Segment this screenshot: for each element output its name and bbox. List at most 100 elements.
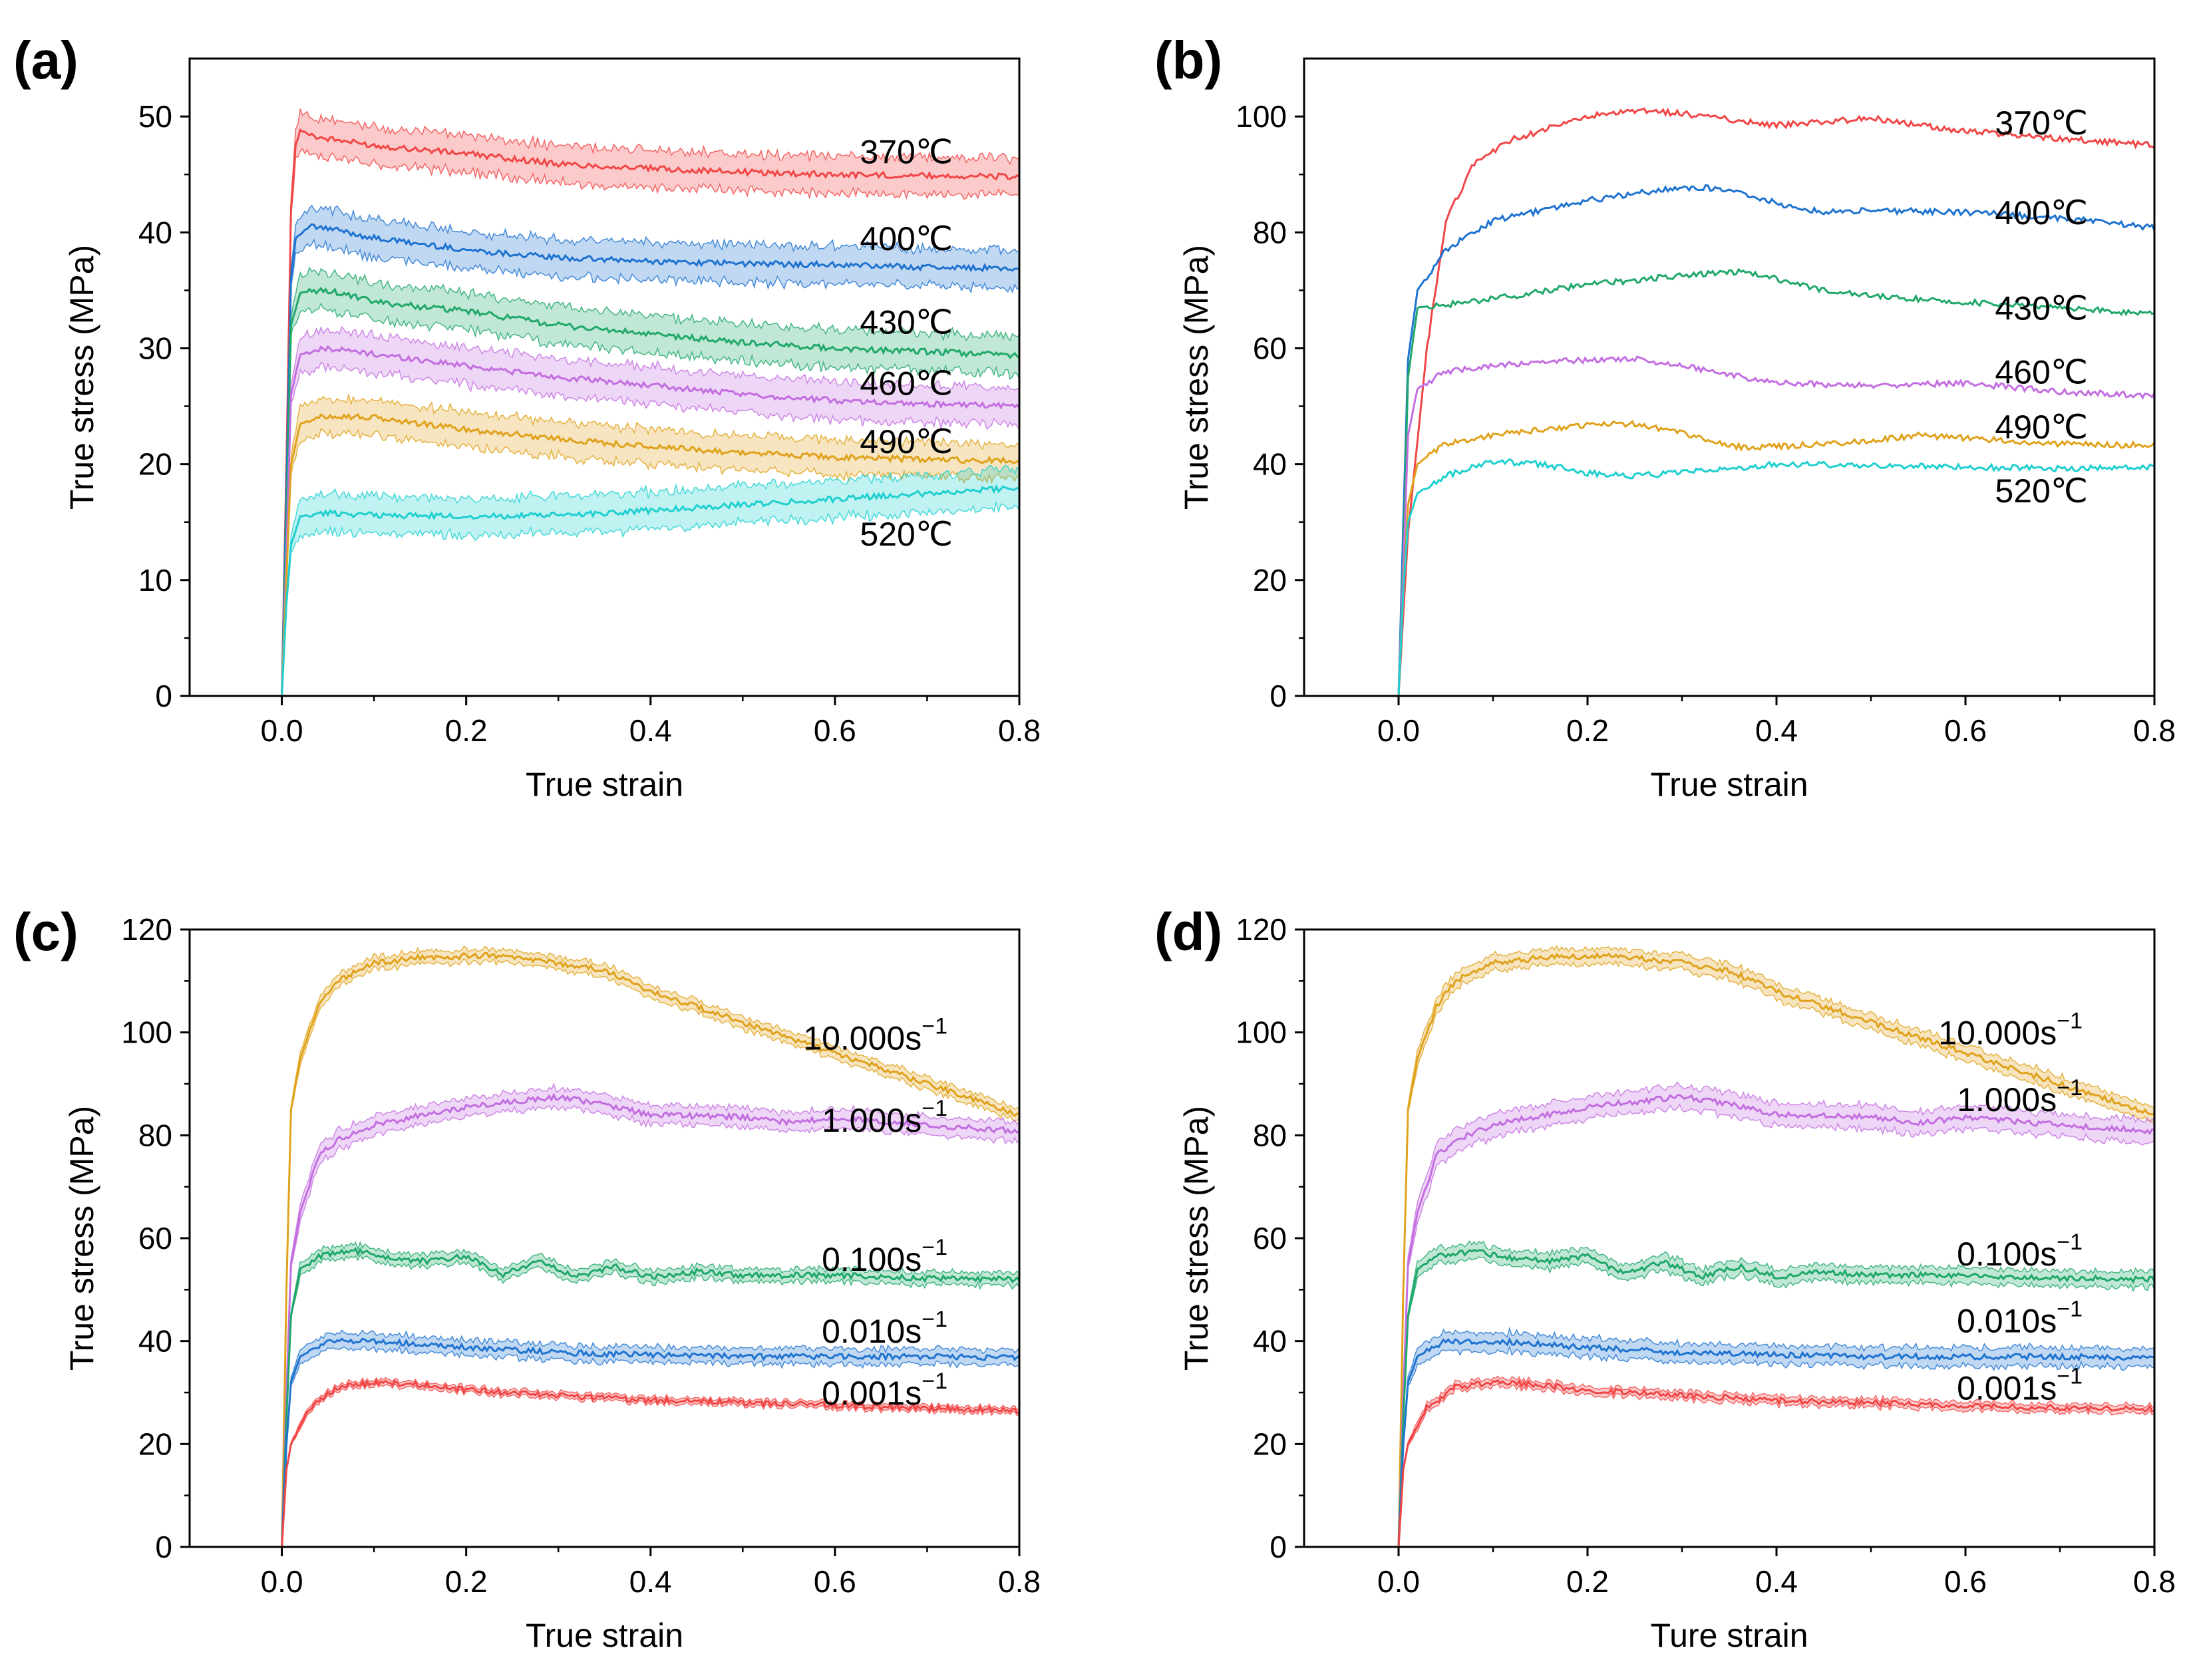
series-band-lower xyxy=(281,1345,1019,1547)
series-line xyxy=(1397,419,2154,696)
series-label: 490℃ xyxy=(1995,409,2088,446)
plot-frame xyxy=(188,57,1021,697)
y-tick-label: 80 xyxy=(1253,215,1287,250)
series-band-lower xyxy=(281,957,1019,1547)
series-label: 520℃ xyxy=(1995,472,2088,510)
series-label: 400℃ xyxy=(860,220,953,257)
y-tick-label: 120 xyxy=(1236,912,1287,947)
series-band-upper xyxy=(281,108,1019,696)
series-band-upper xyxy=(1398,1327,2154,1547)
x-tick-label: 0.8 xyxy=(2133,1564,2176,1599)
series-band-lower xyxy=(1398,1383,2154,1547)
y-tick-label: 100 xyxy=(1236,1015,1287,1050)
series-line xyxy=(281,1337,1019,1547)
x-tick-label: 0.2 xyxy=(445,1564,488,1599)
x-tick-label: 0.4 xyxy=(629,713,672,748)
series-label: 10.000s−1 xyxy=(803,1013,947,1057)
series-line xyxy=(281,128,1019,696)
series-band-lower xyxy=(1398,1256,2154,1547)
series-line xyxy=(281,223,1019,696)
series-band-upper xyxy=(281,266,1019,696)
series-label: 10.000s−1 xyxy=(1938,1009,2083,1052)
series-520 xyxy=(1397,458,2154,696)
series-0-001ss-1 xyxy=(1397,1375,2154,1547)
x-tick-label: 0.6 xyxy=(814,713,856,748)
series-label: 490℃ xyxy=(860,423,953,460)
series-520 xyxy=(281,464,1019,696)
series-0-100ss-1 xyxy=(1397,1240,2154,1547)
series-band xyxy=(281,1330,1019,1547)
series-line xyxy=(281,287,1019,696)
x-tick-label: 0.8 xyxy=(998,1564,1041,1599)
x-tick-label: 0.4 xyxy=(1755,713,1798,748)
series-band-lower xyxy=(281,1253,1019,1547)
series-band xyxy=(281,108,1019,696)
series-band-lower xyxy=(281,361,1019,696)
series-band-upper xyxy=(281,1377,1019,1547)
series-band xyxy=(281,1084,1019,1547)
series-line xyxy=(1397,267,2154,696)
x-tick-label: 0.6 xyxy=(1944,713,1987,748)
series-band-upper xyxy=(281,1240,1019,1547)
series-label: 430℃ xyxy=(860,303,953,341)
series-line xyxy=(1397,458,2154,696)
y-axis-title: True stress (MPa) xyxy=(1178,245,1215,510)
series-label: 1.000s−1 xyxy=(1957,1075,2083,1118)
series-label: 460℃ xyxy=(860,365,953,403)
x-tick-label: 0.0 xyxy=(1377,713,1420,748)
series-line xyxy=(281,1092,1019,1547)
series-label: 460℃ xyxy=(1995,353,2088,391)
panel-d: (d)10.000s−11.000s−10.100s−10.010s−10.00… xyxy=(1154,902,2176,1654)
series-line xyxy=(281,951,1019,1547)
x-tick-label: 0.0 xyxy=(261,1564,303,1599)
x-tick-label: 0.0 xyxy=(261,713,303,748)
series-band xyxy=(281,327,1019,696)
x-axis-title: Ture strain xyxy=(1650,1617,1808,1654)
series-band-upper xyxy=(1398,1375,2154,1547)
series-1-000ss-1 xyxy=(1397,1081,2154,1547)
panel-letter: (a) xyxy=(13,31,79,90)
series-label: 430℃ xyxy=(1995,289,2088,327)
series-10-000ss-1 xyxy=(281,945,1019,1547)
series-line xyxy=(281,413,1019,696)
x-tick-label: 0.2 xyxy=(1566,713,1609,748)
series-band-upper xyxy=(281,1329,1019,1547)
y-tick-label: 120 xyxy=(121,912,172,947)
series-band-lower xyxy=(281,502,1019,696)
y-tick-label: 40 xyxy=(138,215,172,250)
y-tick-label: 60 xyxy=(1253,1221,1287,1256)
series-band-lower xyxy=(281,148,1019,696)
y-tick-label: 60 xyxy=(1253,331,1287,365)
series-band-lower xyxy=(1398,1102,2154,1547)
series-line xyxy=(281,1378,1019,1547)
x-tick-label: 0.4 xyxy=(629,1564,672,1599)
plot-area xyxy=(281,108,1019,696)
series-label: 0.010s−1 xyxy=(822,1307,947,1350)
series-band-lower xyxy=(281,1382,1019,1547)
y-axis-title: True stress (MPa) xyxy=(63,245,100,510)
y-tick-label: 40 xyxy=(138,1324,172,1359)
y-tick-label: 80 xyxy=(138,1118,172,1152)
series-460 xyxy=(281,325,1019,696)
series-label: 370℃ xyxy=(1995,104,2088,142)
series-line xyxy=(1397,951,2154,1547)
x-axis-title: True strain xyxy=(1650,766,1808,803)
series-band-lower xyxy=(1398,1345,2154,1547)
series-band-upper xyxy=(281,393,1019,696)
plot-area xyxy=(1397,107,2154,696)
series-band-lower xyxy=(1398,960,2154,1547)
x-tick-label: 0.8 xyxy=(998,713,1041,748)
panel-letter: (d) xyxy=(1154,902,1222,961)
series-band-upper xyxy=(1398,1081,2154,1547)
series-band-upper xyxy=(281,464,1019,696)
y-tick-label: 0 xyxy=(1269,679,1287,713)
series-0-010ss-1 xyxy=(281,1329,1019,1547)
series-430 xyxy=(1397,267,2154,696)
series-label: 0.010s−1 xyxy=(1957,1297,2083,1340)
series-400 xyxy=(1397,184,2154,696)
series-band-upper xyxy=(281,945,1019,1547)
y-tick-label: 100 xyxy=(121,1015,172,1050)
y-axis-title: True stress (MPa) xyxy=(63,1106,100,1371)
series-line xyxy=(1397,1248,2154,1547)
